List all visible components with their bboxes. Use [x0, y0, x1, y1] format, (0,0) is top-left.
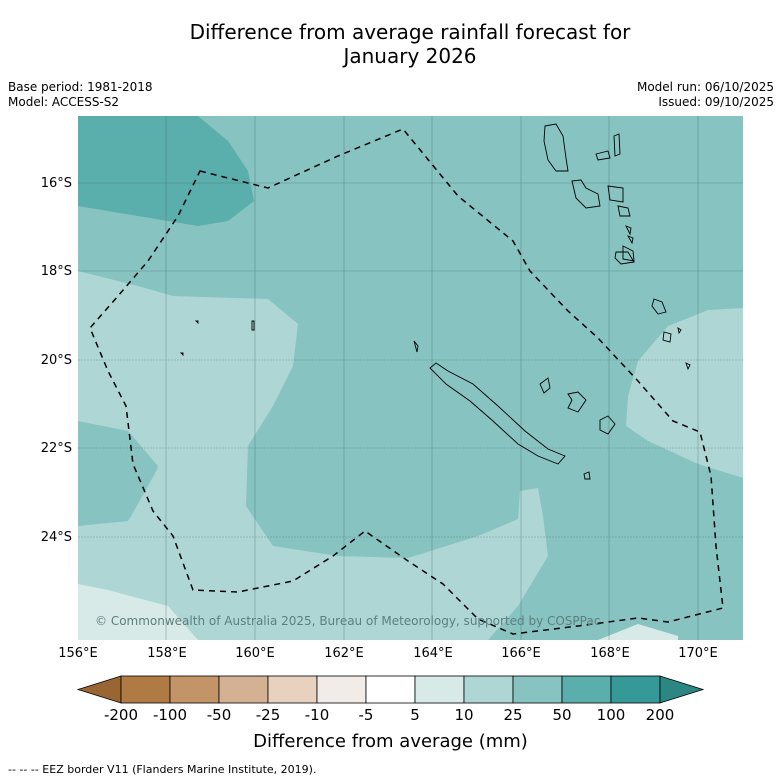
colorbar-segment — [463, 675, 514, 704]
copyright-text: © Commonwealth of Australia 2025, Bureau… — [95, 614, 601, 628]
map-title: Difference from average rainfall forecas… — [0, 20, 781, 68]
vanuatu-small-2 — [626, 235, 634, 245]
rainfall-map — [78, 116, 743, 640]
colorbar-segment — [316, 675, 367, 704]
colorbar-tick-label: -200 — [103, 706, 139, 724]
model-run-text: Model run: 06/10/2025 — [636, 80, 774, 94]
gridlines — [78, 116, 743, 640]
lon-label-168e: 168°E — [590, 646, 630, 661]
colorbar-segment — [512, 675, 563, 704]
colorbar-tick-label: 50 — [552, 706, 572, 724]
colorbar-tick-label: 5 — [410, 706, 420, 724]
lon-label-158e: 158°E — [147, 646, 187, 661]
colorbar-tick-label: -50 — [206, 706, 232, 724]
island-west-3 — [179, 352, 184, 357]
colorbar-tick-label: 200 — [645, 706, 675, 724]
colorbar-title: Difference from average (mm) — [253, 731, 528, 752]
colorbar-segment — [414, 675, 465, 704]
fiji-island-3 — [677, 327, 682, 335]
loyalty-island-2 — [567, 391, 587, 413]
island-east-small — [685, 362, 691, 371]
model-text: Model: ACCESS-S2 — [8, 95, 120, 109]
colorbar — [76, 675, 705, 704]
contour-band-10-25-east — [626, 308, 743, 478]
loyalty-island-3 — [599, 415, 616, 435]
contour-band-10-25-west — [78, 271, 548, 640]
issued-text: Issued: 09/10/2025 — [658, 95, 774, 109]
island-west-2 — [194, 320, 199, 325]
eez-border — [89, 128, 724, 635]
vanuatu-malekula — [571, 179, 601, 209]
colorbar-segment — [120, 675, 171, 704]
island-walpole — [583, 471, 591, 480]
contour-pocket-25-50 — [78, 426, 158, 524]
eez-footnote: -- -- -- EEZ border V11 (Flanders Marine… — [8, 763, 317, 776]
lon-label-162e: 162°E — [324, 646, 364, 661]
colorbar-tick-label: -25 — [255, 706, 281, 724]
colorbar-extend-low — [76, 675, 122, 704]
vanuatu-efate — [617, 205, 631, 217]
lat-label-18s: 18°S — [40, 264, 72, 279]
lat-label-20s: 20°S — [40, 353, 72, 368]
lon-label-156e: 156°E — [58, 646, 98, 661]
colorbar-segment — [365, 675, 416, 704]
colorbar-tick-label: -10 — [304, 706, 330, 724]
colorbar-tick-label: 10 — [454, 706, 474, 724]
colorbar-tick-label: -5 — [358, 706, 374, 724]
title-line-2: January 2026 — [343, 44, 477, 68]
contour-band-5-10-se — [598, 624, 678, 640]
colorbar-tick-label: 25 — [503, 706, 523, 724]
colorbar-extend-high — [659, 675, 705, 704]
colorbar-segment — [218, 675, 269, 704]
colorbar-segments — [76, 675, 705, 704]
new-caledonia — [429, 362, 566, 465]
vanuatu-maewo — [613, 133, 621, 157]
colorbar-tick-label: -100 — [152, 706, 188, 724]
belep-islands — [413, 340, 419, 353]
colorbar-segment — [169, 675, 220, 704]
contour-band-5-10 — [78, 584, 198, 640]
vanuatu-ambae — [595, 150, 611, 161]
lat-label-22s: 22°S — [40, 441, 72, 456]
lat-label-24s: 24°S — [40, 530, 72, 545]
colorbar-segment — [610, 675, 661, 704]
lon-label-164e: 164°E — [413, 646, 453, 661]
lon-label-166e: 166°E — [501, 646, 541, 661]
lon-label-170e: 170°E — [678, 646, 718, 661]
colorbar-tick-label: 100 — [596, 706, 626, 724]
meta-right: Model run: 06/10/2025 Issued: 09/10/2025 — [637, 80, 774, 110]
colorbar-segment — [267, 675, 318, 704]
fiji-island-1 — [651, 298, 667, 315]
fiji-island-2 — [662, 331, 672, 343]
vanuatu-small-1 — [625, 225, 632, 236]
loyalty-island-1 — [539, 377, 551, 394]
title-line-1: Difference from average rainfall forecas… — [189, 20, 631, 44]
meta-left: Base period: 1981-2018 Model: ACCESS-S2 — [8, 80, 153, 110]
base-period-text: Base period: 1981-2018 — [8, 80, 153, 94]
island-west-1 — [251, 320, 255, 331]
vanuatu-espiritu-santo — [543, 123, 569, 172]
lat-label-16s: 16°S — [40, 176, 72, 191]
coastlines — [179, 123, 691, 480]
lon-label-160e: 160°E — [235, 646, 275, 661]
vanuatu-erromango — [622, 245, 635, 262]
map-canvas — [78, 116, 743, 640]
colorbar-segment — [561, 675, 612, 704]
vanuatu-pentecost — [607, 185, 624, 203]
vanuatu-tanna — [614, 251, 635, 265]
